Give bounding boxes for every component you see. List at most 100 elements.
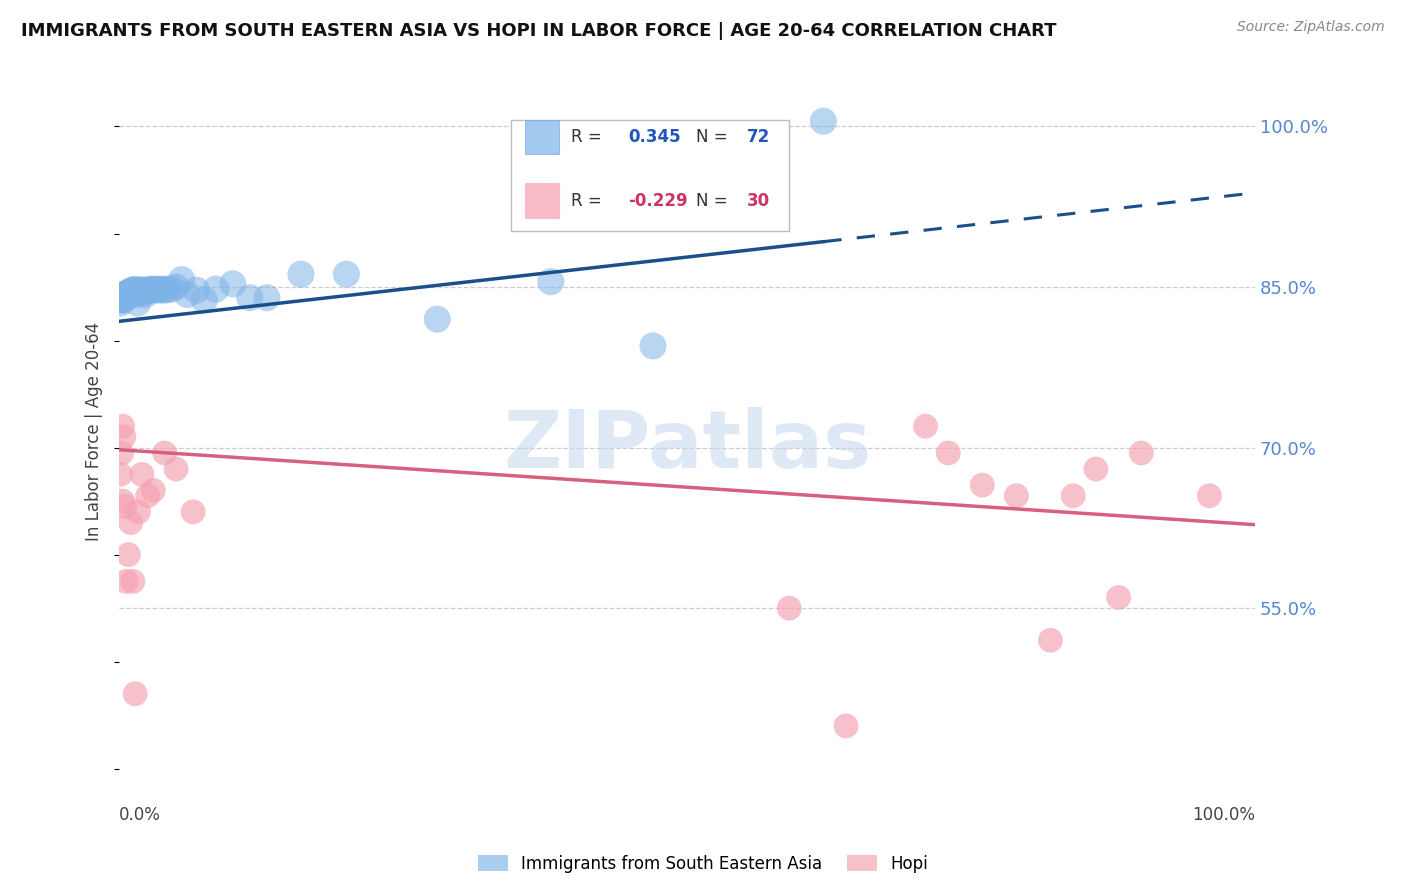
Point	[142, 282, 165, 296]
Point	[1005, 489, 1028, 503]
Point	[128, 285, 150, 300]
Point	[152, 282, 174, 296]
Point	[129, 283, 152, 297]
Point	[153, 283, 176, 297]
Point	[139, 282, 162, 296]
Point	[131, 467, 153, 482]
Point	[112, 430, 135, 444]
Point	[128, 283, 150, 297]
Text: 0.0%: 0.0%	[120, 806, 162, 824]
Point	[813, 114, 835, 128]
Point	[1198, 489, 1220, 503]
Point	[222, 277, 245, 291]
Text: -0.229: -0.229	[628, 192, 688, 210]
Point	[111, 291, 134, 305]
Text: IMMIGRANTS FROM SOUTH EASTERN ASIA VS HOPI IN LABOR FORCE | AGE 20-64 CORRELATIO: IMMIGRANTS FROM SOUTH EASTERN ASIA VS HO…	[21, 22, 1056, 40]
Point	[138, 283, 160, 297]
Point	[122, 285, 145, 300]
Point	[122, 285, 145, 300]
Point	[111, 494, 134, 508]
Point	[124, 687, 146, 701]
Point	[139, 283, 162, 297]
Point	[112, 287, 135, 301]
Point	[128, 283, 150, 297]
Point	[204, 282, 226, 296]
Point	[115, 287, 138, 301]
Point	[641, 339, 664, 353]
Text: 30: 30	[747, 192, 770, 210]
Point	[193, 293, 215, 307]
Point	[122, 574, 145, 589]
Point	[972, 478, 994, 492]
Point	[1062, 489, 1084, 503]
Text: R =: R =	[571, 192, 607, 210]
Point	[110, 293, 132, 307]
Point	[256, 291, 278, 305]
Point	[118, 285, 141, 300]
Point	[239, 291, 262, 305]
Point	[120, 287, 142, 301]
Point	[914, 419, 936, 434]
Point	[115, 287, 138, 301]
Point	[165, 462, 187, 476]
Point	[114, 287, 136, 301]
Point	[115, 290, 138, 304]
FancyBboxPatch shape	[524, 120, 558, 154]
Point	[135, 283, 157, 297]
Point	[120, 516, 142, 530]
Point	[131, 283, 153, 297]
Point	[165, 280, 187, 294]
Point	[118, 287, 141, 301]
Legend: Immigrants from South Eastern Asia, Hopi: Immigrants from South Eastern Asia, Hopi	[471, 848, 935, 880]
Point	[157, 282, 180, 296]
Point	[122, 283, 145, 297]
Text: 72: 72	[747, 128, 770, 145]
Point	[540, 275, 562, 289]
Point	[125, 287, 148, 301]
Point	[111, 288, 134, 302]
Point	[112, 293, 135, 307]
Point	[110, 467, 132, 482]
Point	[114, 500, 136, 514]
Text: N =: N =	[696, 192, 733, 210]
Point	[186, 283, 208, 297]
Point	[146, 283, 169, 297]
Point	[127, 296, 149, 310]
Point	[112, 291, 135, 305]
Point	[114, 290, 136, 304]
Point	[134, 285, 156, 300]
Point	[122, 283, 145, 297]
Point	[114, 287, 136, 301]
Point	[125, 285, 148, 300]
Point	[121, 285, 143, 300]
Point	[1084, 462, 1107, 476]
Point	[936, 446, 959, 460]
Point	[111, 293, 134, 307]
Point	[124, 282, 146, 296]
Text: R =: R =	[571, 128, 607, 145]
Point	[110, 291, 132, 305]
Point	[181, 505, 204, 519]
Point	[115, 574, 138, 589]
Text: ZIPatlas: ZIPatlas	[503, 407, 872, 485]
Point	[115, 290, 138, 304]
Point	[153, 446, 176, 460]
Point	[112, 288, 135, 302]
Point	[778, 601, 800, 615]
Point	[117, 285, 139, 300]
Text: Source: ZipAtlas.com: Source: ZipAtlas.com	[1237, 20, 1385, 34]
Point	[115, 286, 138, 301]
Text: 100.0%: 100.0%	[1192, 806, 1256, 824]
Point	[835, 719, 858, 733]
Point	[115, 287, 138, 301]
Point	[149, 282, 172, 296]
Text: N =: N =	[696, 128, 733, 145]
Point	[110, 446, 132, 460]
Point	[290, 267, 312, 281]
Point	[176, 287, 198, 301]
Point	[142, 483, 165, 498]
Point	[170, 272, 193, 286]
Point	[1130, 446, 1153, 460]
Point	[134, 287, 156, 301]
Y-axis label: In Labor Force | Age 20-64: In Labor Force | Age 20-64	[86, 322, 103, 541]
